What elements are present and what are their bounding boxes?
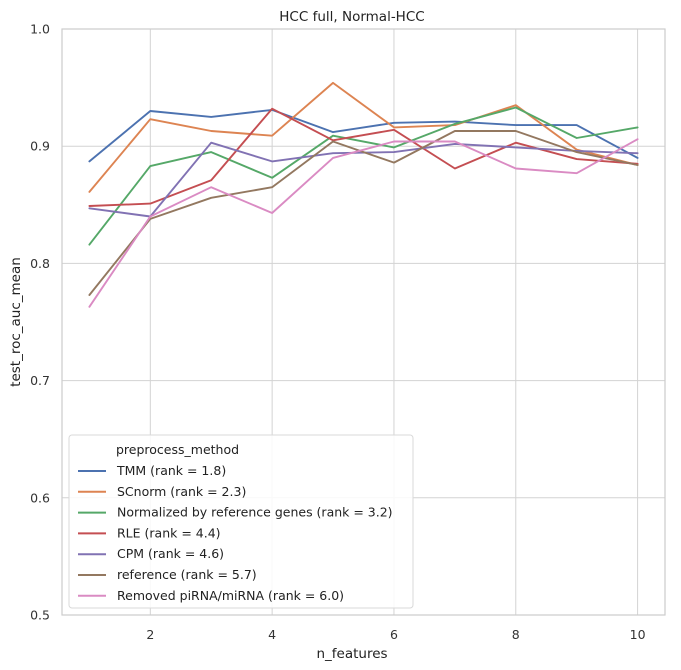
series-lines <box>88 81 639 308</box>
series-line-7 <box>88 138 639 308</box>
y-axis-label: test_roc_auc_mean <box>8 257 24 387</box>
legend-title: preprocess_method <box>116 442 239 457</box>
x-tick-label: 10 <box>630 627 646 642</box>
series-line-3 <box>88 106 639 246</box>
legend-items: TMM (rank = 1.8) SCnorm (rank = 2.3) Norma… <box>78 463 393 603</box>
x-axis-label: n_features <box>316 646 387 662</box>
legend-label: reference (rank = 5.7) <box>117 567 257 582</box>
series-line-6 <box>88 130 639 296</box>
y-tick-label: 0.7 <box>30 373 50 388</box>
series-line-2 <box>88 81 639 193</box>
series-line-1 <box>88 108 639 163</box>
x-tick-label: 8 <box>512 627 520 642</box>
legend-label: Normalized by reference genes (rank = 3.… <box>117 505 393 520</box>
legend-label: TMM (rank = 1.8) <box>116 463 226 478</box>
legend-label: Removed piRNA/miRNA (rank = 6.0) <box>117 588 344 603</box>
legend-label: CPM (rank = 4.6) <box>117 546 224 561</box>
y-tick-label: 0.9 <box>30 139 50 154</box>
x-tick-label: 6 <box>390 627 398 642</box>
plot-border <box>61 28 666 616</box>
x-axis-ticks: 2 4 6 8 10 <box>146 627 645 642</box>
plot-frame <box>61 28 666 616</box>
x-tick-label: 2 <box>146 627 154 642</box>
y-tick-label: 0.5 <box>30 608 50 623</box>
x-tick-label: 4 <box>268 627 276 642</box>
y-axis-ticks: 0.5 0.6 0.7 0.8 0.9 1.0 <box>30 22 50 623</box>
legend: preprocess_method TMM (rank = 1.8) SCnorm… <box>68 434 414 609</box>
legend-label: RLE (rank = 4.4) <box>117 525 221 540</box>
chart-title: HCC full, Normal-HCC <box>279 9 424 25</box>
y-tick-label: 0.8 <box>30 256 50 271</box>
legend-label: SCnorm (rank = 2.3) <box>117 484 246 499</box>
series-line-4 <box>88 107 639 207</box>
legend-box <box>68 434 414 609</box>
y-tick-label: 1.0 <box>30 22 50 37</box>
y-tick-label: 0.6 <box>30 490 50 505</box>
